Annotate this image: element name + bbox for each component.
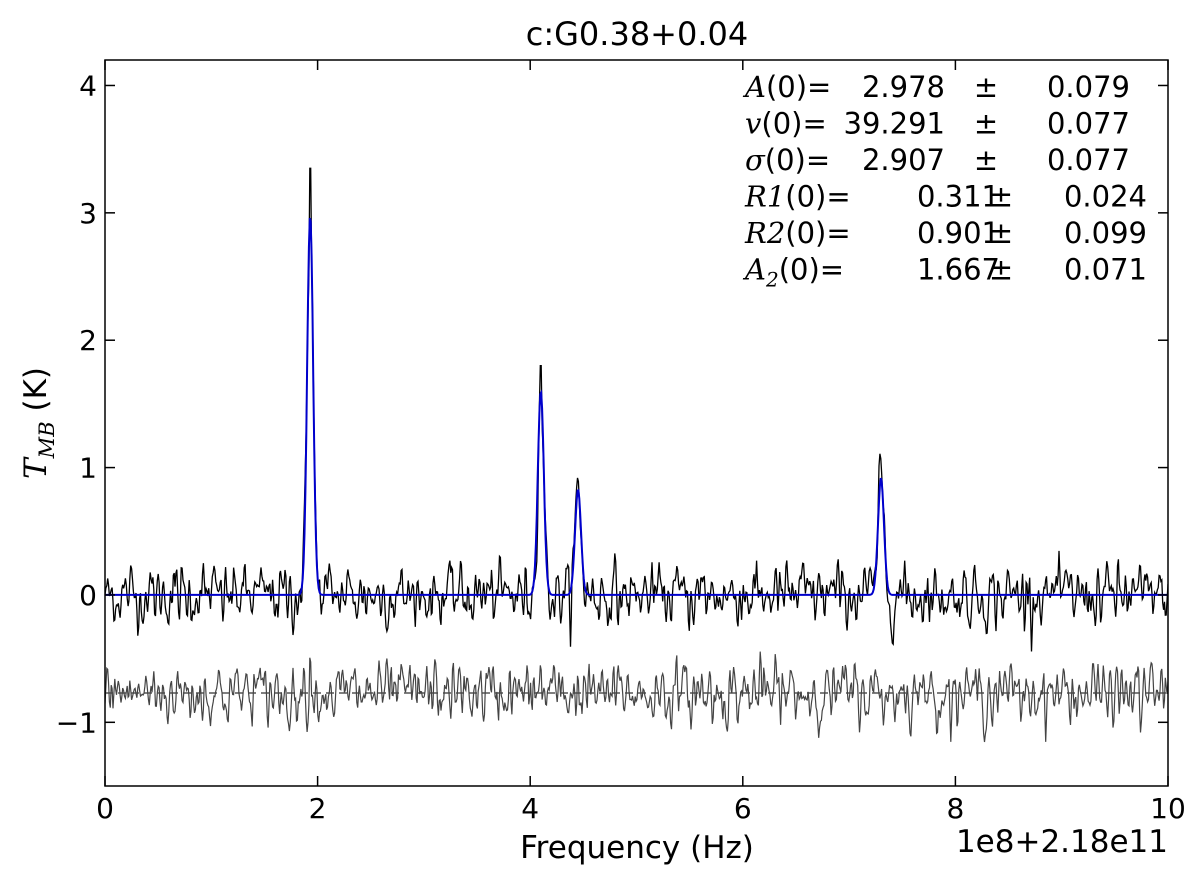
fit-parameter-error: 0.024 [1064, 180, 1147, 214]
fit-parameter-name: v(0)= [745, 107, 827, 141]
fit-parameter-value: 2.907 [862, 143, 945, 177]
fit-parameter-error: 0.099 [1064, 216, 1147, 250]
fit-parameter-name: A(0)= [742, 70, 831, 104]
plus-minus-symbol: ± [974, 143, 998, 177]
x-tick-label: 6 [734, 792, 752, 825]
y-tick-labels: −1 0 1 2 3 4 [56, 69, 97, 739]
y-label-symbol: T [18, 456, 54, 479]
x-tick-label: 2 [309, 792, 327, 825]
fit-parameter-value: 2.978 [862, 70, 945, 104]
plus-minus-symbol: ± [989, 180, 1013, 214]
plus-minus-symbol: ± [974, 70, 998, 104]
y-tick-label: 2 [79, 324, 97, 357]
x-tick-label: 10 [1150, 792, 1186, 825]
fit-parameter-name: R1(0)= [744, 180, 851, 214]
plot-area [104, 59, 1169, 787]
x-tick-label: 0 [96, 792, 114, 825]
series-layer [105, 167, 1168, 743]
fit-parameter-value: 0.901 [917, 216, 1000, 250]
fit-parameter-row: R1(0)= 0.311± 0.024 [744, 180, 1147, 214]
fit-parameter-row: A(0)= 2.978 ±0.079 [742, 70, 1130, 104]
plot-frame [104, 59, 1169, 787]
residual-series-line [105, 651, 1168, 743]
fit-series-line [105, 217, 1168, 596]
x-tick-label: 8 [946, 792, 964, 825]
y-tick-label: 4 [79, 69, 97, 102]
y-label-unit: (K) [18, 367, 54, 421]
fit-parameter-name: A2(0)= [742, 253, 844, 292]
x-offset-label: 1e8+2.18e11 [956, 824, 1168, 860]
x-tick-labels: 0 2 4 6 8 10 [96, 792, 1186, 825]
fit-parameter-row: σ(0)= 2.907 ±0.077 [745, 143, 1130, 177]
plot-background [105, 60, 1168, 786]
y-tick-label: 0 [79, 579, 97, 612]
plus-minus-symbol: ± [989, 253, 1013, 287]
x-axis-label: Frequency (Hz) [520, 830, 754, 866]
y-axis-label: TMB (K) [18, 367, 59, 479]
y-label-subscript: MB [35, 421, 59, 459]
chart-title: c:G0.38+0.04 [526, 15, 748, 53]
fit-parameter-error: 0.077 [1047, 107, 1130, 141]
y-tick-label: 1 [79, 452, 97, 485]
observed-series-line [105, 167, 1168, 652]
plus-minus-symbol: ± [989, 216, 1013, 250]
fit-parameter-value: 39.291 [844, 107, 945, 141]
ticks-layer [104, 60, 1169, 786]
y-tick-label: 3 [79, 197, 97, 230]
fit-parameter-error: 0.079 [1047, 70, 1130, 104]
fit-parameter-row: R2(0)= 0.901± 0.099 [744, 216, 1147, 250]
svg-text:TMB (K): TMB (K) [18, 367, 59, 479]
fit-parameter-row: v(0)= 39.291 ±0.077 [745, 107, 1130, 141]
fit-parameter-error: 0.071 [1064, 253, 1147, 287]
fit-parameter-error: 0.077 [1047, 143, 1130, 177]
fit-parameter-name: R2(0)= [744, 216, 851, 250]
fit-parameter-name: σ(0)= [745, 143, 830, 177]
y-tick-label: −1 [56, 706, 97, 739]
fit-parameter-value: 1.667 [917, 253, 1000, 287]
plus-minus-symbol: ± [974, 107, 998, 141]
x-tick-label: 4 [521, 792, 539, 825]
fit-parameter-value: 0.311 [917, 180, 1000, 214]
fit-parameters: A(0)= 2.978 ±0.079 v(0)= 39.291 ±0.077 σ(0)= 2.… [742, 70, 1147, 292]
fit-parameter-row: A2(0)= 1.667± 0.071 [742, 253, 1147, 292]
